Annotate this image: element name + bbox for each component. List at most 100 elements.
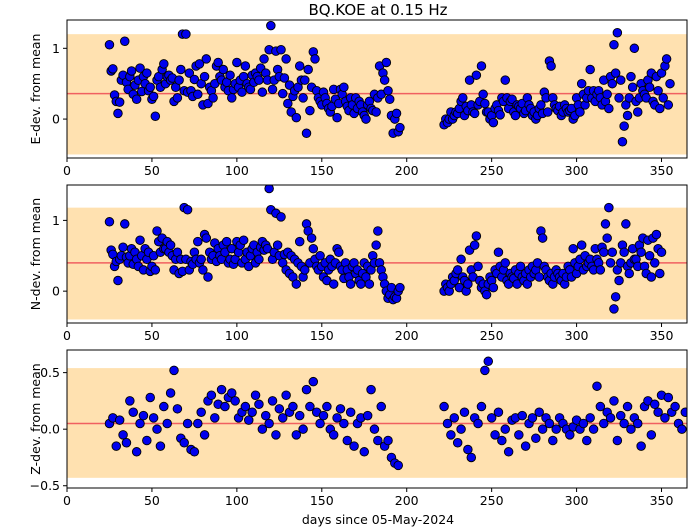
data-point	[366, 384, 376, 395]
data-point	[162, 418, 172, 429]
data-point	[150, 265, 161, 275]
data-point	[656, 247, 667, 257]
data-point	[230, 396, 240, 406]
data-point	[548, 435, 558, 446]
data-point	[155, 441, 166, 451]
data-point	[500, 75, 510, 85]
data-point	[605, 413, 616, 423]
data-point	[473, 418, 483, 429]
data-point	[395, 282, 405, 293]
data-point	[135, 418, 145, 429]
data-point	[361, 114, 371, 124]
data-point	[622, 401, 633, 412]
data-point	[595, 401, 606, 412]
data-point	[221, 236, 232, 247]
data-point	[534, 272, 544, 282]
data-point	[182, 418, 193, 429]
data-point	[663, 392, 674, 403]
x-tick-label: 100	[225, 163, 249, 178]
data-point	[113, 275, 123, 286]
data-point	[172, 404, 183, 414]
data-point	[653, 86, 663, 96]
data-point	[276, 44, 286, 55]
data-point	[585, 413, 595, 423]
data-point	[616, 410, 626, 421]
data-point	[614, 93, 624, 103]
data-point	[301, 384, 312, 395]
data-point	[176, 64, 186, 75]
data-point	[515, 261, 526, 272]
data-point	[488, 117, 499, 128]
data-point	[469, 108, 480, 119]
data-point	[490, 430, 500, 440]
data-point	[619, 418, 629, 429]
data-point	[142, 68, 152, 78]
data-point	[595, 265, 606, 275]
y-tick-label: 0	[52, 284, 60, 299]
data-point	[527, 413, 538, 423]
y-tick-label: 1	[52, 41, 60, 56]
data-point	[305, 401, 315, 412]
data-point	[585, 64, 595, 75]
data-point	[291, 279, 302, 289]
axes-frame	[66, 349, 688, 489]
data-point	[599, 247, 609, 257]
data-point	[345, 279, 356, 289]
x-tick-label: 250	[480, 493, 504, 508]
axes-frame	[66, 19, 688, 159]
data-point	[294, 236, 305, 247]
data-point	[113, 108, 123, 119]
data-point	[483, 356, 494, 367]
data-point	[196, 407, 206, 417]
data-point	[335, 404, 346, 414]
data-point	[199, 430, 210, 440]
data-point	[578, 418, 589, 429]
data-point	[291, 112, 302, 123]
data-point	[463, 444, 473, 455]
x-axis-label: days since 05-May-2024	[302, 512, 454, 527]
data-point	[237, 87, 247, 97]
y-tick-label: 0	[52, 112, 60, 127]
data-point	[605, 258, 616, 268]
data-point	[612, 435, 623, 446]
data-point	[298, 93, 308, 103]
data-point	[254, 75, 264, 85]
data-point	[194, 59, 205, 69]
x-tick-label: 150	[310, 163, 334, 178]
x-tick-label: 50	[144, 163, 160, 178]
data-point	[537, 233, 548, 243]
data-point	[206, 390, 217, 400]
data-point	[626, 71, 636, 82]
data-point	[259, 54, 269, 64]
data-point	[607, 78, 618, 89]
data-point	[514, 430, 524, 440]
data-point	[452, 265, 463, 275]
data-point	[542, 107, 553, 117]
data-point	[120, 36, 130, 46]
data-point	[456, 424, 466, 434]
data-point	[670, 401, 680, 412]
data-point	[208, 93, 218, 103]
data-point	[332, 112, 342, 123]
data-point	[632, 107, 643, 117]
data-point	[257, 424, 268, 434]
data-point	[546, 61, 556, 71]
data-point	[384, 94, 395, 105]
data-point	[629, 43, 640, 54]
data-point	[201, 233, 212, 243]
data-point	[646, 430, 657, 440]
data-point	[254, 254, 264, 265]
data-point	[599, 418, 609, 429]
data-point	[588, 424, 599, 434]
data-point	[651, 229, 662, 240]
data-point	[148, 91, 159, 102]
data-point	[663, 100, 674, 110]
x-tick-label: 0	[63, 163, 71, 178]
data-point	[391, 108, 402, 119]
x-tick-label: 350	[650, 493, 674, 508]
data-point	[291, 430, 302, 440]
data-point	[464, 75, 475, 85]
x-tick-label: 350	[650, 163, 674, 178]
data-point	[658, 93, 668, 103]
data-point	[294, 410, 305, 421]
